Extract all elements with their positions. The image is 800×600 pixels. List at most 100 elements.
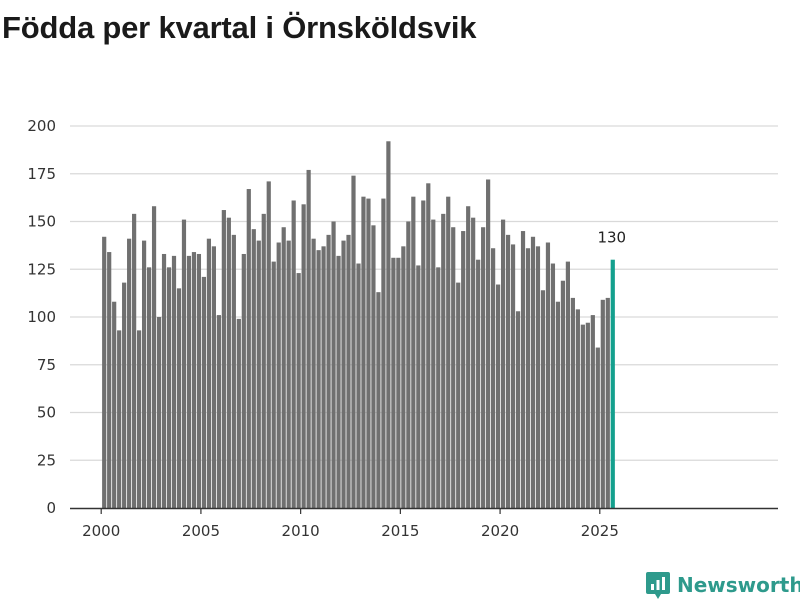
bar (585, 322, 590, 508)
bar (441, 213, 446, 509)
bar (505, 234, 511, 508)
y-axis-ticks: 0 25 50 75 100 125 150 175 200 (27, 117, 56, 517)
bar (471, 217, 476, 508)
y-tick-label: 175 (27, 165, 56, 183)
bar (102, 236, 107, 508)
newsworthy-logo-icon (646, 572, 670, 599)
bar-highlight (610, 259, 615, 508)
brand: Newsworthy (645, 570, 800, 600)
bar (386, 141, 391, 508)
bar (461, 231, 466, 509)
bar (491, 248, 496, 509)
bar (580, 324, 585, 508)
bar (446, 196, 451, 509)
bar (306, 169, 311, 508)
bar (486, 179, 491, 509)
x-tick-label: 2025 (581, 522, 619, 540)
bar (341, 240, 346, 508)
bar (146, 267, 152, 508)
bar (336, 255, 341, 508)
bar (456, 282, 461, 508)
bar (316, 250, 321, 508)
bar (291, 200, 296, 509)
bar (261, 213, 266, 509)
bar (296, 273, 301, 508)
y-tick-label: 25 (37, 451, 56, 469)
bar (545, 242, 551, 508)
x-tick-label: 2015 (381, 522, 419, 540)
y-tick-label: 125 (27, 260, 56, 278)
bar (221, 210, 226, 509)
bar (356, 263, 361, 508)
bar (565, 261, 570, 508)
bar (495, 284, 501, 508)
bar (231, 234, 236, 508)
bar (321, 246, 326, 508)
bar (241, 253, 246, 508)
bar (117, 330, 122, 508)
bar (107, 252, 112, 508)
brand-name: Newsworthy (677, 573, 800, 597)
x-tick-label: 2005 (182, 522, 220, 540)
bar (391, 257, 396, 508)
bar (286, 240, 291, 508)
x-tick-label: 2020 (481, 522, 519, 540)
bar (396, 257, 401, 508)
bar (171, 255, 177, 508)
y-tick-label: 100 (27, 308, 56, 326)
bar (196, 253, 202, 508)
x-tick-label: 2000 (82, 522, 120, 540)
bar (137, 330, 142, 508)
page-title: Födda per kvartal i Örnsköldsvik (2, 10, 477, 45)
x-axis-ticks: 2000 2005 2010 2015 2020 2025 (82, 508, 619, 540)
bar (570, 297, 575, 508)
bar (376, 292, 381, 508)
y-tick-label: 200 (27, 117, 56, 135)
bar (560, 280, 566, 508)
bar (326, 234, 331, 508)
bar (605, 297, 610, 508)
bar (206, 238, 212, 508)
bar (590, 315, 595, 508)
bar (246, 189, 251, 508)
y-tick-label: 150 (27, 213, 56, 231)
bar (251, 229, 256, 508)
bar (600, 299, 605, 508)
bar (366, 198, 371, 508)
y-tick-label: 0 (46, 499, 56, 517)
y-tick-label: 75 (37, 356, 56, 374)
bar (346, 234, 351, 508)
bar (236, 318, 241, 508)
bar (351, 175, 356, 508)
bar (595, 347, 600, 508)
bar (132, 213, 137, 509)
bar (381, 198, 386, 508)
bar (281, 227, 286, 509)
bar (530, 236, 536, 508)
bar (276, 242, 281, 508)
bar (451, 227, 456, 509)
bar (515, 311, 521, 508)
bar (540, 290, 546, 508)
bar (161, 253, 167, 508)
bar (266, 181, 271, 508)
bar (436, 267, 441, 508)
bar (431, 219, 436, 508)
bar (151, 206, 157, 508)
x-tick-label: 2010 (282, 522, 320, 540)
bar (226, 217, 231, 508)
bar (216, 315, 221, 508)
bar (476, 259, 481, 508)
bar (401, 246, 406, 508)
bar (331, 221, 336, 508)
bar (411, 196, 416, 509)
bar (127, 238, 132, 508)
bar (406, 221, 411, 508)
bar (191, 252, 197, 508)
bar (481, 227, 486, 509)
bar (301, 204, 306, 508)
bar (361, 196, 366, 509)
bar (122, 282, 127, 508)
bar (535, 246, 541, 508)
